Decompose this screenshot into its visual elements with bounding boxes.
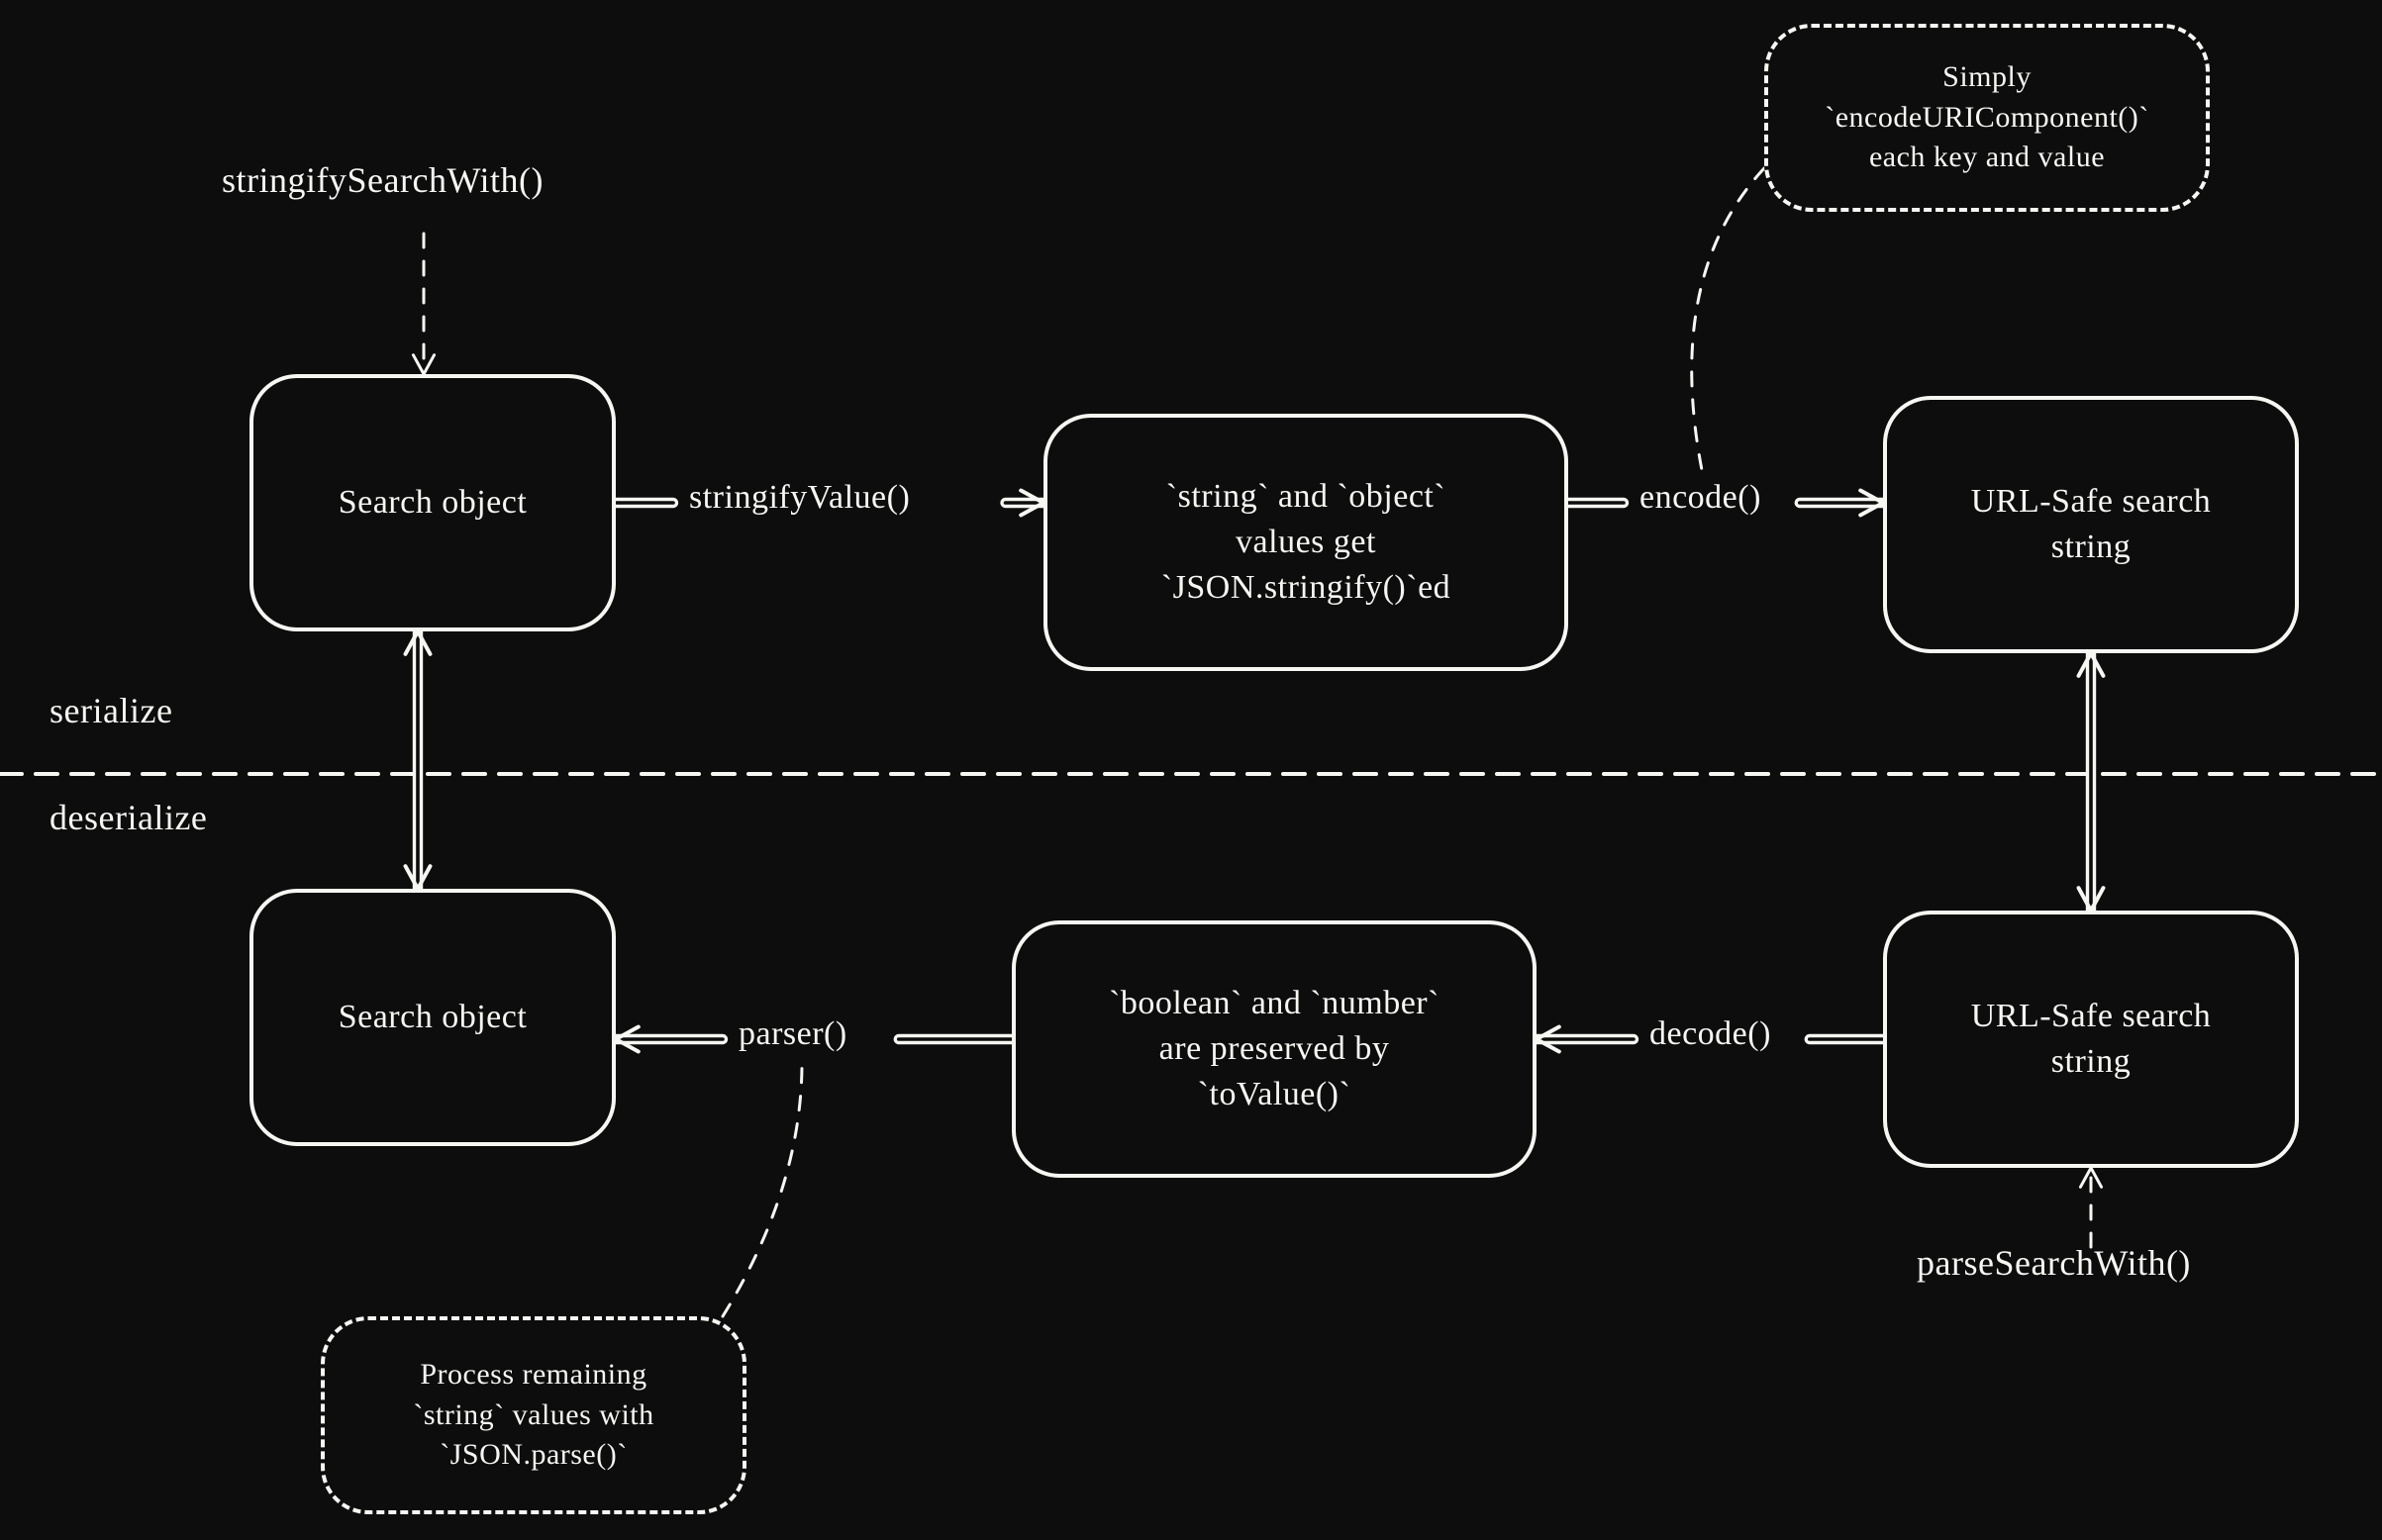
free-label-fl-stringifysearch: stringifySearchWith(): [216, 159, 549, 201]
free-label-fl-parsesearch: parseSearchWith(): [1911, 1242, 2197, 1284]
node-n-urlsafe-top: URL-Safe search string: [1883, 396, 2299, 653]
annotation-a-encode-note: Simply `encodeURIComponent()` each key a…: [1764, 24, 2210, 212]
section-label-sec-deserialize: deserialize: [44, 797, 213, 838]
edge-label-e-encode: encode(): [1634, 479, 1767, 517]
annotation-a-parse-note: Process remaining `string` values with `…: [321, 1316, 746, 1514]
edge-label-e-stringifyvalue: stringifyValue(): [683, 479, 916, 517]
node-n-urlsafe-bot: URL-Safe search string: [1883, 911, 2299, 1168]
node-n-tovalue-detail: `boolean` and `number` are preserved by …: [1012, 920, 1537, 1178]
node-n-search-obj-bot: Search object: [249, 889, 616, 1146]
section-label-sec-serialize: serialize: [44, 690, 178, 731]
edge-label-e-decode: decode(): [1643, 1015, 1777, 1053]
diagram-canvas: [0, 0, 2382, 1540]
node-n-stringify-detail: `string` and `object` values get `JSON.s…: [1043, 414, 1568, 671]
node-n-search-obj-top: Search object: [249, 374, 616, 631]
edge-label-e-parser: parser(): [733, 1015, 853, 1053]
